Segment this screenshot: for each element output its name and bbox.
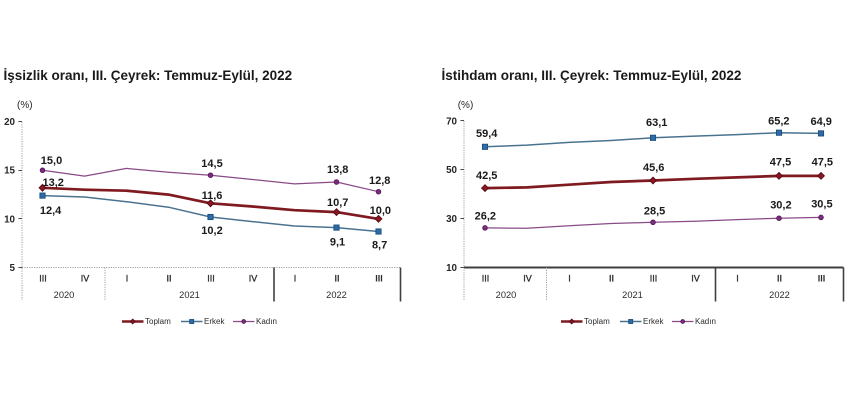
svg-text:9,1: 9,1 — [330, 237, 345, 249]
svg-text:II: II — [166, 274, 171, 284]
svg-text:Toplam: Toplam — [145, 317, 171, 326]
svg-text:30,2: 30,2 — [770, 200, 791, 212]
svg-text:I: I — [126, 274, 129, 284]
svg-text:Kadın: Kadın — [256, 317, 277, 326]
svg-text:30,5: 30,5 — [811, 199, 832, 211]
svg-text:42,5: 42,5 — [476, 170, 497, 182]
svg-text:III: III — [375, 274, 383, 284]
svg-text:10: 10 — [4, 214, 15, 225]
svg-text:47,5: 47,5 — [770, 156, 791, 168]
svg-text:Erkek: Erkek — [204, 317, 225, 326]
svg-text:II: II — [334, 274, 339, 284]
svg-text:III: III — [482, 274, 490, 284]
svg-text:12,4: 12,4 — [40, 205, 62, 217]
svg-text:14,5: 14,5 — [201, 158, 222, 170]
svg-text:2020: 2020 — [496, 290, 517, 300]
svg-text:IV: IV — [249, 274, 258, 284]
svg-text:IV: IV — [523, 274, 532, 284]
svg-text:2022: 2022 — [769, 290, 790, 300]
svg-text:11,6: 11,6 — [202, 190, 223, 202]
svg-text:70: 70 — [446, 116, 457, 127]
svg-text:III: III — [39, 274, 47, 284]
svg-text:10,7: 10,7 — [327, 197, 348, 209]
svg-text:İstihdam oranı, III. Çeyrek: T: İstihdam oranı, III. Çeyrek: Temmuz-Eylü… — [442, 68, 742, 83]
svg-text:64,9: 64,9 — [810, 116, 831, 128]
svg-text:10: 10 — [446, 263, 457, 274]
svg-text:2020: 2020 — [54, 290, 75, 300]
svg-text:45,6: 45,6 — [643, 162, 664, 174]
svg-text:(%): (%) — [458, 100, 474, 111]
svg-text:5: 5 — [10, 263, 16, 274]
svg-text:I: I — [736, 274, 739, 284]
svg-text:10,2: 10,2 — [201, 225, 222, 237]
svg-text:47,5: 47,5 — [812, 156, 833, 168]
svg-text:I: I — [294, 274, 297, 284]
svg-text:12,8: 12,8 — [369, 175, 390, 187]
svg-text:I: I — [568, 274, 571, 284]
svg-text:III: III — [818, 274, 826, 284]
svg-text:26,2: 26,2 — [475, 211, 496, 223]
svg-text:63,1: 63,1 — [646, 117, 667, 129]
svg-text:2021: 2021 — [179, 290, 200, 300]
svg-text:II: II — [609, 274, 614, 284]
svg-text:50: 50 — [446, 165, 457, 176]
svg-text:IV: IV — [691, 274, 700, 284]
svg-text:28,5: 28,5 — [644, 205, 665, 217]
svg-text:(%): (%) — [17, 100, 33, 111]
svg-text:IV: IV — [81, 274, 90, 284]
svg-text:II: II — [777, 274, 782, 284]
svg-text:10,0: 10,0 — [370, 205, 391, 217]
svg-text:Toplam: Toplam — [584, 317, 610, 326]
svg-text:13,8: 13,8 — [327, 164, 348, 176]
svg-text:65,2: 65,2 — [768, 115, 789, 127]
svg-text:İşsizlik oranı, III. Çeyrek: T: İşsizlik oranı, III. Çeyrek: Temmuz-Eylü… — [4, 68, 293, 83]
svg-text:2022: 2022 — [326, 290, 347, 300]
svg-text:III: III — [207, 274, 215, 284]
svg-text:15,0: 15,0 — [41, 155, 62, 167]
svg-text:15: 15 — [4, 166, 15, 177]
svg-text:8,7: 8,7 — [372, 239, 387, 251]
svg-text:Erkek: Erkek — [643, 317, 664, 326]
svg-text:20: 20 — [4, 117, 15, 128]
svg-text:59,4: 59,4 — [476, 128, 498, 140]
svg-text:30: 30 — [446, 214, 457, 225]
svg-text:Kadın: Kadın — [695, 317, 716, 326]
svg-text:2021: 2021 — [622, 290, 643, 300]
svg-text:III: III — [650, 274, 658, 284]
svg-text:13,2: 13,2 — [42, 177, 63, 189]
